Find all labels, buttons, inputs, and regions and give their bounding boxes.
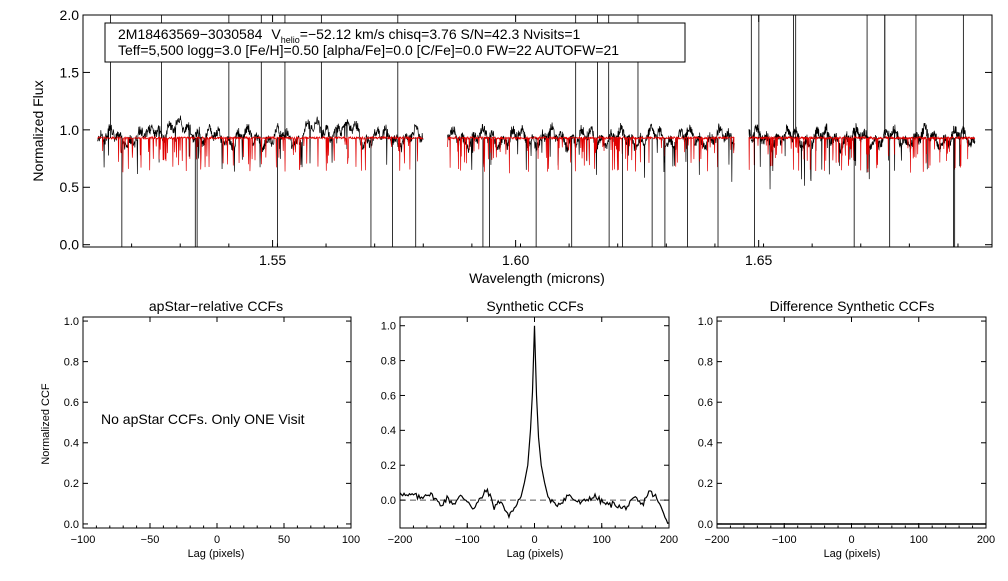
apstar-ccf-x-tick-label: 50 (278, 534, 290, 546)
synthetic-ccf-title: Synthetic CCFs (486, 298, 583, 314)
difference-ccf-y-tick-label: 0.8 (698, 356, 713, 368)
difference-ccf-y-tick-label: 0.6 (698, 397, 713, 409)
synthetic-ccf-x-tick-label: 200 (660, 534, 678, 546)
apstar-ccf-y-tick-label: 0.2 (64, 478, 79, 490)
spectrum-y-tick-label: 1.5 (60, 64, 80, 80)
spectrum-y-tick-label: 0.5 (60, 179, 80, 195)
apstar-ccf-y-tick-label: 0.4 (64, 438, 79, 450)
spectrum-synthetic-line (748, 135, 976, 173)
synthetic-ccf-line (399, 325, 670, 524)
difference-ccf-x-label: Lag (pixels) (824, 548, 881, 560)
spectrum-observed-line (97, 115, 424, 174)
synthetic-ccf-x-tick-label: −100 (455, 534, 480, 546)
spectrum-observed-line (748, 122, 976, 190)
spectrum-axes-frame (82, 14, 993, 248)
difference-ccf-y-tick-label: 0.2 (698, 478, 713, 490)
difference-ccf-panel: Difference Synthetic CCFs −200 −100 0 100 20… (698, 298, 995, 560)
spectrum-y-tick-label: 0.0 (60, 237, 80, 253)
spectrum-x-tick-label: 1.55 (259, 252, 286, 268)
legend-v-symbol: V (271, 26, 281, 42)
spectrum-x-tick-label: 1.65 (745, 252, 772, 268)
difference-ccf-title: Difference Synthetic CCFs (770, 298, 935, 314)
spectrum-legend: 2M18463569−3030584 Vhelio=−52.12 km/s chi… (104, 22, 686, 63)
synthetic-ccf-x-tick-label: −200 (388, 534, 413, 546)
synthetic-ccf-ticks: −200 −100 0 100 200 0.0 0.2 0.4 0.6 0.8 1.0 (381, 317, 678, 546)
spectrum-y-label: Normalized Flux (30, 80, 46, 181)
synthetic-ccf-y-tick-label: 0.8 (381, 355, 396, 367)
apstar-ccf-y-tick-label: 0.6 (64, 397, 79, 409)
difference-ccf-x-tick-label: 200 (977, 534, 995, 546)
difference-ccf-x-tick-label: −100 (772, 534, 797, 546)
synthetic-ccf-panel: Synthetic CCFs −200 −100 0 100 200 0.0 0.2 0.4 0… (381, 298, 678, 560)
difference-ccf-x-tick-label: 0 (848, 534, 854, 546)
difference-ccf-ticks: −200 −100 0 100 200 0.0 0.2 0.4 0.6 0.8 1.0 (698, 316, 995, 546)
legend-box (104, 22, 686, 63)
difference-ccf-y-tick-label: 1.0 (698, 316, 713, 328)
legend-line-2: Teff=5,500 logg=3.0 [Fe/H]=0.50 [alpha/F… (118, 42, 619, 58)
legend-star-id: 2M18463569−3030584 (118, 26, 263, 42)
spectrum-x-label: Wavelength (microns) (469, 270, 605, 286)
spectrum-x-tick-label: 1.60 (502, 252, 529, 268)
difference-ccf-y-tick-label: 0.0 (698, 519, 713, 531)
apstar-ccf-y-label: Normalized CCF (40, 383, 52, 465)
apstar-ccf-message: No apStar CCFs. Only ONE Visit (101, 411, 305, 427)
difference-ccf-x-tick-label: −200 (705, 534, 730, 546)
apstar-ccf-panel: apStar−relative CCFs −100 −50 0 50 100 0.0 0.2… (40, 298, 360, 560)
apstar-ccf-x-tick-label: −50 (141, 534, 160, 546)
apstar-ccf-x-tick-label: 100 (342, 534, 360, 546)
spectrum-synthetic-line (97, 135, 424, 173)
legend-line-1: 2M18463569−3030584 Vhelio=−52.12 km/s chi… (118, 26, 581, 45)
apstar-ccf-ticks: −100 −50 0 50 100 0.0 0.2 0.4 0.6 0.8 1.0 (64, 316, 360, 546)
synthetic-ccf-x-tick-label: 0 (531, 534, 537, 546)
spectrum-ticks: 1.55 1.60 1.65 0.0 0.5 1.0 1.5 2.0 (60, 7, 992, 268)
spectrum-y-tick-label: 2.0 (60, 7, 80, 23)
synthetic-ccf-plot-area (399, 325, 670, 524)
apstar-ccf-x-tick-label: 0 (214, 534, 220, 546)
synthetic-ccf-x-tick-label: 100 (593, 534, 611, 546)
difference-ccf-x-tick-label: 100 (910, 534, 928, 546)
spectrum-panel: 1.55 1.60 1.65 0.0 0.5 1.0 1.5 2.0 Wavelength (… (30, 7, 993, 286)
synthetic-ccf-y-tick-label: 0.4 (381, 425, 396, 437)
synthetic-ccf-y-tick-label: 1.0 (381, 321, 396, 333)
difference-ccf-y-tick-label: 0.4 (698, 438, 713, 450)
apstar-ccf-x-tick-label: −100 (71, 534, 96, 546)
apstar-ccf-y-tick-label: 0.8 (64, 356, 79, 368)
synthetic-ccf-y-tick-label: 0.0 (381, 495, 396, 507)
apstar-ccf-x-label: Lag (pixels) (188, 548, 245, 560)
legend-stats: =−52.12 km/s chisq=3.76 S/N=42.3 Nvisits… (300, 26, 581, 42)
synthetic-ccf-y-tick-label: 0.6 (381, 390, 396, 402)
apstar-ccf-y-tick-label: 1.0 (64, 316, 79, 328)
spectrum-synthetic-line (447, 135, 735, 174)
apstar-ccf-title: apStar−relative CCFs (149, 298, 283, 314)
apstar-ccf-y-tick-label: 0.0 (64, 519, 79, 531)
spectrum-y-tick-label: 1.0 (60, 122, 80, 138)
legend-v-subscript: helio (281, 35, 300, 45)
synthetic-ccf-x-label: Lag (pixels) (507, 548, 564, 560)
synthetic-ccf-y-tick-label: 0.2 (381, 460, 396, 472)
